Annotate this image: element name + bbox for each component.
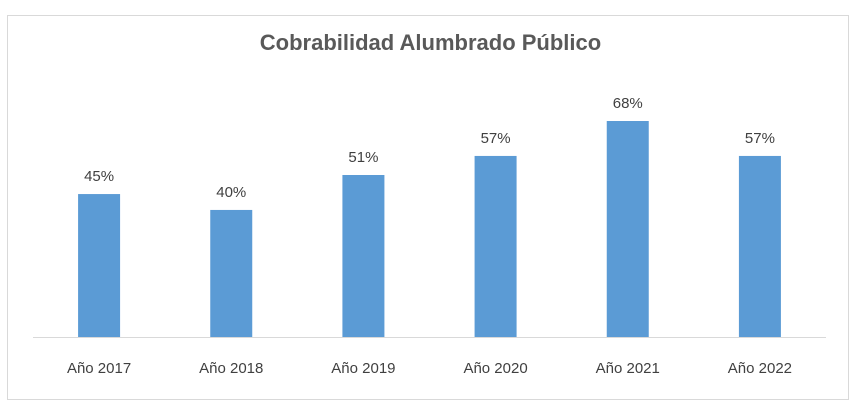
x-tick-label-3: Año 2020 <box>463 360 527 377</box>
data-label-1: 40% <box>216 184 246 201</box>
x-tick-label-2: Año 2019 <box>331 360 395 377</box>
bars-group <box>78 121 781 337</box>
chart-frame <box>7 15 849 400</box>
data-label-2: 51% <box>348 149 378 166</box>
bar-2 <box>342 175 385 337</box>
x-tick-label-1: Año 2018 <box>199 360 263 377</box>
bar-3 <box>474 155 517 337</box>
x-tick-label-0: Año 2017 <box>67 360 131 377</box>
chart-title: Cobrabilidad Alumbrado Público <box>259 30 602 55</box>
x-tick-label-4: Año 2021 <box>596 360 660 377</box>
bar-4 <box>606 121 649 337</box>
bar-5 <box>738 155 781 337</box>
data-label-4: 68% <box>613 95 643 112</box>
x-tick-labels-group: Año 2017 Año 2018 Año 2019 Año 2020 Año 2021… <box>67 360 792 377</box>
bar-1 <box>210 209 253 337</box>
data-label-5: 57% <box>745 130 775 147</box>
data-label-0: 45% <box>84 168 114 185</box>
bar-0 <box>78 194 121 337</box>
data-label-3: 57% <box>481 130 511 147</box>
data-labels-group: 45% 40% 51% 57% 68% 57% <box>84 95 775 201</box>
x-tick-label-5: Año 2022 <box>728 360 792 377</box>
